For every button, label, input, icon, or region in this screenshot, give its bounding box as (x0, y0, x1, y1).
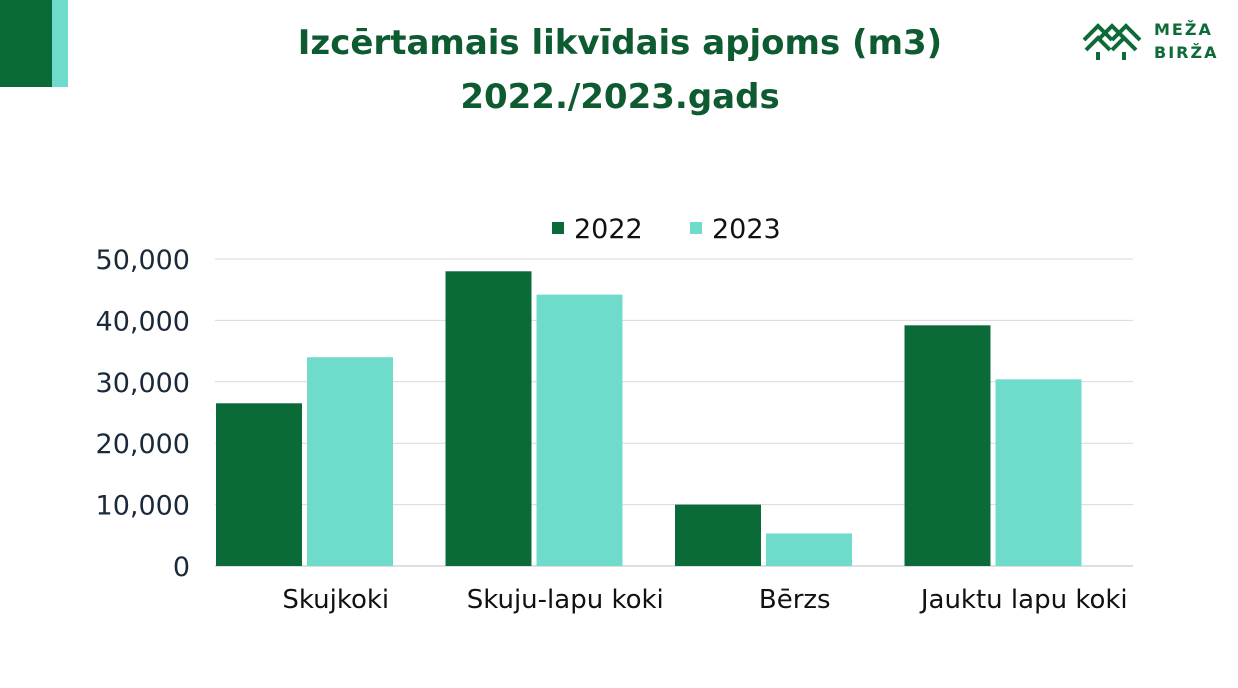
y-tick-label: 10,000 (96, 491, 190, 522)
meza-birza-logo: MEŽA BIRŽA (1082, 16, 1232, 66)
y-tick-label: 40,000 (96, 306, 190, 337)
bar-2022-3 (904, 325, 991, 566)
x-category-label: Skuju-lapu koki (467, 585, 664, 615)
bar-2023-2 (766, 533, 852, 566)
chart-title-line2: 2022./2023.gads (460, 77, 780, 117)
forest-peaks-icon (1082, 23, 1142, 60)
x-category-label: Jauktu lapu koki (919, 585, 1128, 615)
bar-2023-0 (307, 357, 393, 566)
y-tick-label: 0 (173, 552, 190, 583)
legend-swatch-2023 (690, 222, 702, 234)
bar-2023-1 (536, 294, 623, 566)
corner-accent-light (52, 0, 68, 87)
legend-swatch-2022 (552, 222, 564, 234)
chart-title-line1: Izcērtamais likvīdais apjoms (m3) (297, 23, 943, 63)
logo-text-meza: MEŽA (1154, 20, 1213, 39)
y-tick-label: 50,000 (96, 245, 190, 276)
legend-label-2022: 2022 (574, 214, 643, 245)
bar-2022-2 (675, 504, 761, 566)
bar-2023-3 (995, 379, 1082, 566)
y-tick-label: 30,000 (96, 368, 190, 399)
corner-accent-dark (0, 0, 52, 87)
bar-2022-0 (216, 403, 302, 566)
bar-2022-1 (445, 271, 532, 566)
logo-text-birza: BIRŽA (1154, 43, 1219, 62)
legend-label-2023: 2023 (712, 214, 781, 245)
x-category-label: Bērzs (759, 585, 831, 615)
y-tick-label: 20,000 (96, 429, 190, 460)
x-category-label: Skujkoki (282, 585, 389, 615)
